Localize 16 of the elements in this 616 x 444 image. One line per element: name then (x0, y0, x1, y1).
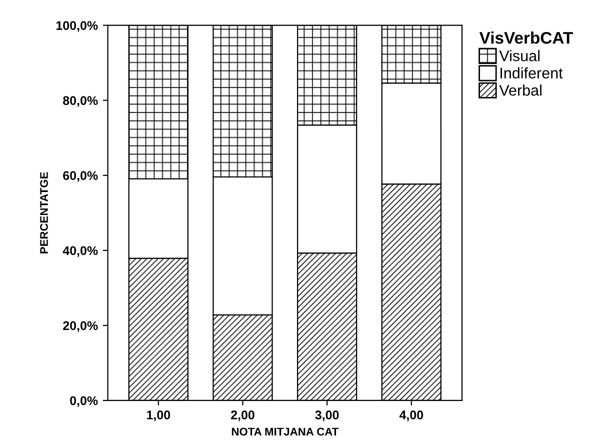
y-tick-label: 0,0% (70, 396, 98, 407)
y-axis-title: PERCENTATGE (40, 172, 48, 254)
legend-label: Indiferent (500, 67, 563, 79)
legend-label: Visual (499, 50, 540, 62)
y-tick-label: 20,0% (63, 321, 98, 332)
x-tick-label: 3,00 (315, 410, 339, 422)
legend-title: VisVerbCAT (479, 32, 573, 44)
legend-label: Verbal (499, 84, 542, 96)
y-tick-label: 60,0% (63, 171, 98, 182)
y-tick-label: 100,0% (56, 21, 98, 32)
y-tick-label: 40,0% (62, 246, 98, 257)
x-tick-label: 4,00 (399, 410, 424, 422)
x-axis-title: NOTA MITJANA CAT (232, 428, 338, 436)
x-tick-label: 2,00 (231, 410, 254, 422)
y-tick-label: 80,0% (63, 96, 98, 107)
x-tick-label: 1,00 (147, 410, 170, 422)
